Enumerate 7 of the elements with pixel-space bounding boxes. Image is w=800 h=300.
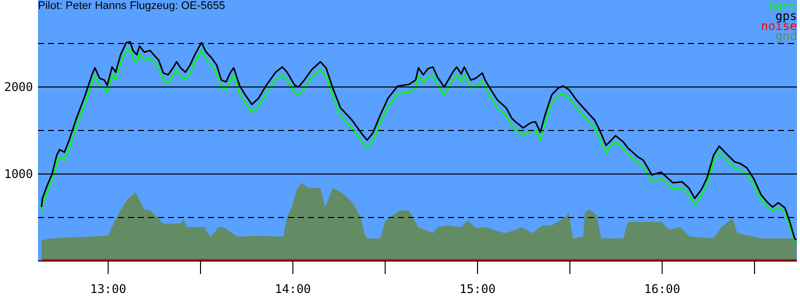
x-tick-label: 15:00 [459,282,496,296]
x-tick-label: 16:00 [644,282,680,296]
y-tick-label: 2000 [4,80,33,94]
x-tick-label: 14:00 [274,282,311,296]
y-tick-label: 1000 [4,167,33,181]
chart-title: Pilot: Peter Hanns Flugzeug: OE-5655 [38,0,228,12]
x-tick-label: 13:00 [90,282,126,296]
